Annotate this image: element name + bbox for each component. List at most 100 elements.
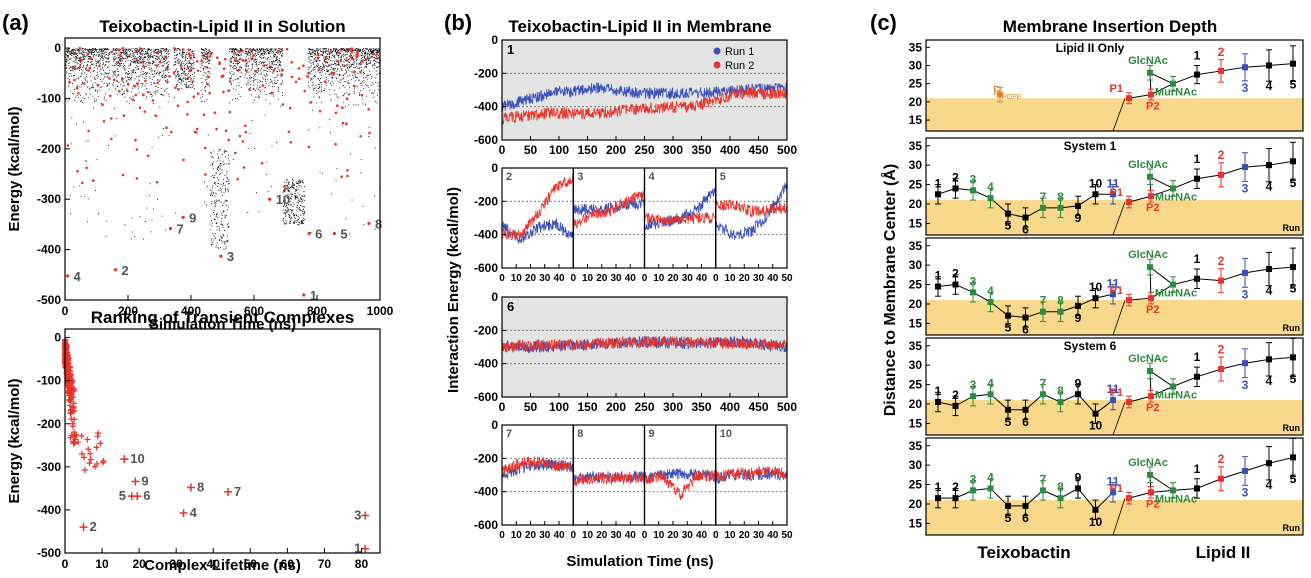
complex-label-7: 7 [177, 221, 184, 236]
minimum-point [297, 77, 301, 80]
trajectory-point [213, 206, 215, 208]
trajectory-point [81, 49, 83, 51]
trajectory-point [155, 58, 157, 60]
trajectory-point [144, 66, 146, 67]
trajectory-point [144, 52, 146, 54]
trajectory-point [368, 127, 370, 129]
trajectory-point [264, 87, 266, 89]
trajectory-point [66, 49, 68, 50]
c-teixo-label-2: 2 [952, 170, 959, 184]
c-teixo-point-1 [935, 495, 941, 502]
trajectory-point [187, 85, 189, 87]
trajectory-point [281, 51, 282, 53]
trajectory-point [335, 49, 337, 51]
trajectory-point [301, 180, 303, 182]
trajectory-point [359, 67, 360, 69]
x-tick-label: 50 [781, 530, 793, 541]
trajectory-point [372, 57, 374, 59]
trajectory-point [313, 76, 315, 77]
trajectory-point [73, 48, 75, 50]
minimum-point [294, 80, 298, 84]
trajectory-point [75, 59, 77, 61]
trajectory-point [138, 59, 140, 61]
trajectory-point [67, 52, 68, 54]
trajectory-point [210, 240, 212, 242]
trajectory-point [141, 50, 143, 52]
trajectory-point [239, 66, 240, 68]
minimum-point [345, 59, 349, 62]
c-teixo-point-9 [1075, 202, 1081, 209]
trajectory-point [320, 54, 322, 56]
y-tick-label: 20 [909, 197, 923, 211]
trajectory-point [161, 215, 163, 217]
trajectory-point [302, 221, 304, 223]
trajectory-point [113, 82, 114, 84]
trajectory-point [355, 66, 357, 68]
trajectory-point [234, 68, 236, 69]
trajectory-point [177, 62, 179, 64]
trajectory-point [90, 50, 92, 51]
trajectory-point [309, 60, 311, 62]
trajectory-point [203, 71, 205, 73]
trajectory-point [252, 72, 254, 74]
minimum-point [195, 127, 199, 131]
minimum-point [341, 121, 345, 125]
trajectory-point [129, 55, 131, 57]
trajectory-point [236, 50, 238, 52]
trajectory-point [78, 51, 80, 53]
trajectory-point [165, 229, 167, 231]
trajectory-point [371, 52, 373, 53]
trajectory-point [183, 80, 184, 82]
trajectory-point [256, 68, 258, 70]
trajectory-point [353, 69, 355, 71]
trajectory-point [343, 61, 345, 63]
trajectory-point [251, 94, 252, 96]
trajectory-point [144, 60, 146, 62]
trajectory-point [94, 54, 96, 56]
complex-label-5: 5 [119, 488, 126, 503]
trajectory-point [289, 220, 291, 222]
minimum-point [77, 92, 80, 95]
c-glcnac-point [1147, 69, 1153, 76]
trajectory-point [244, 61, 246, 63]
trajectory-point [269, 66, 271, 67]
trajectory-point [339, 79, 341, 81]
trajectory-point [267, 71, 269, 72]
trajectory-point [180, 83, 182, 85]
trajectory-point [88, 51, 90, 52]
a-top-axes [64, 37, 381, 301]
trajectory-point [377, 49, 379, 51]
trajectory-point [85, 94, 87, 96]
trajectory-point [227, 223, 229, 225]
minimum-point [251, 57, 254, 60]
trajectory-point [233, 62, 235, 64]
trajectory-point [185, 84, 187, 85]
trajectory-point [130, 77, 132, 78]
trajectory-point [83, 54, 85, 56]
trajectory-point [206, 50, 207, 52]
complex-point-3 [219, 254, 223, 258]
trajectory-point [66, 60, 68, 62]
trajectory-point [201, 100, 203, 102]
trajectory-point [259, 49, 261, 51]
x-tick-label: 10 [582, 530, 594, 541]
trajectory-point [363, 79, 365, 81]
trajectory-point [178, 74, 179, 76]
trajectory-point [219, 164, 220, 166]
trajectory-point [154, 50, 156, 52]
trajectory-point [266, 48, 267, 50]
b-run2-trace-3 [572, 188, 645, 230]
trajectory-point [143, 67, 145, 69]
trajectory-point [214, 236, 216, 238]
trajectory-point [231, 58, 233, 60]
trajectory-point [115, 48, 117, 50]
trajectory-point [297, 183, 298, 185]
trajectory-point [72, 49, 74, 51]
trajectory-point [258, 62, 260, 64]
complex-label-9: 9 [141, 473, 148, 488]
trajectory-point [118, 82, 120, 84]
trajectory-point [338, 55, 340, 56]
x-tick-label: 400 [720, 143, 740, 157]
trajectory-point [296, 210, 298, 212]
trajectory-point [337, 64, 338, 66]
